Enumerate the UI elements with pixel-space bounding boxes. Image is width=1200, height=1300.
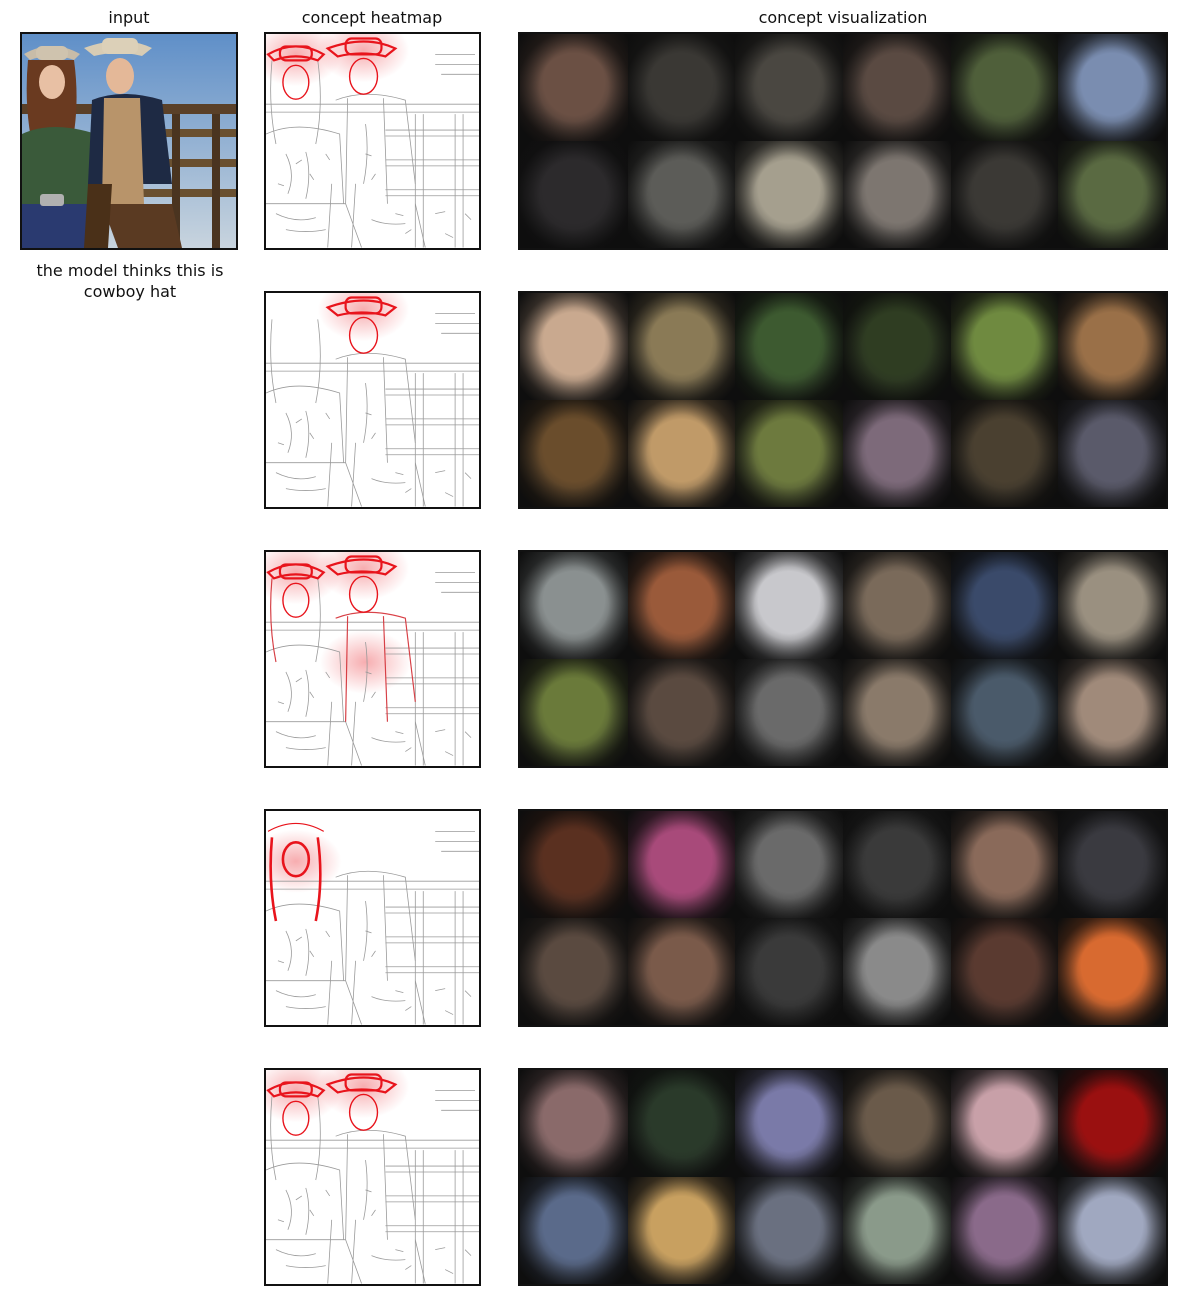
concept-heatmap-4	[264, 809, 481, 1027]
concept-visualization-2	[518, 291, 1168, 509]
concept-patch	[842, 34, 951, 141]
concept-patch	[735, 918, 843, 1025]
concept-patch	[842, 552, 951, 659]
concept-patch	[950, 1070, 1059, 1177]
header-heatmap: concept heatmap	[301, 8, 443, 27]
header-input: input	[108, 8, 150, 27]
concept-patch	[520, 659, 628, 766]
concept-patch	[842, 1177, 951, 1284]
concept-patch	[627, 1177, 736, 1284]
concept-patch	[950, 918, 1059, 1025]
concept-heatmap-1	[264, 32, 481, 250]
concept-patch	[520, 918, 628, 1025]
input-photo-illustration	[22, 34, 236, 248]
concept-patch	[627, 34, 736, 141]
concept-patch	[842, 659, 951, 766]
concept-patch	[1058, 1070, 1166, 1177]
concept-patch	[520, 1177, 628, 1284]
concept-patch	[1058, 552, 1166, 659]
concept-patch	[627, 811, 736, 918]
concept-patch	[950, 659, 1059, 766]
concept-patch	[950, 141, 1059, 248]
concept-patch	[735, 659, 843, 766]
concept-patch	[1058, 400, 1166, 507]
concept-visualization-5	[518, 1068, 1168, 1286]
concept-patch	[950, 811, 1059, 918]
concept-patch	[627, 293, 736, 400]
concept-patch	[520, 811, 628, 918]
concept-heatmap-3	[264, 550, 481, 768]
concept-patch	[842, 811, 951, 918]
concept-patch	[1058, 293, 1166, 400]
concept-patch	[627, 552, 736, 659]
concept-patch	[950, 1177, 1059, 1284]
concept-patch	[1058, 811, 1166, 918]
concept-patch	[1058, 918, 1166, 1025]
concept-patch	[1058, 1177, 1166, 1284]
concept-visualization-3	[518, 550, 1168, 768]
concept-patch	[842, 141, 951, 248]
concept-heatmap-2	[264, 291, 481, 509]
concept-patch	[950, 400, 1059, 507]
concept-patch	[842, 1070, 951, 1177]
concept-patch	[735, 552, 843, 659]
concept-patch	[842, 293, 951, 400]
concept-patch	[735, 811, 843, 918]
concept-visualization-4	[518, 809, 1168, 1027]
concept-patch	[735, 400, 843, 507]
input-image	[20, 32, 238, 250]
concept-patch	[520, 34, 628, 141]
concept-patch	[735, 1177, 843, 1284]
concept-patch	[950, 34, 1059, 141]
header-visualization: concept visualization	[758, 8, 928, 27]
concept-visualization-1	[518, 32, 1168, 250]
concept-patch	[627, 141, 736, 248]
concept-heatmap-5	[264, 1068, 481, 1286]
concept-patch	[520, 400, 628, 507]
concept-patch	[950, 293, 1059, 400]
concept-patch	[1058, 34, 1166, 141]
concept-patch	[627, 1070, 736, 1177]
prediction-caption: the model thinks this is cowboy hat	[36, 261, 224, 301]
concept-patch	[842, 918, 951, 1025]
concept-patch	[520, 1070, 628, 1177]
concept-patch	[627, 918, 736, 1025]
concept-patch	[842, 400, 951, 507]
concept-patch	[520, 293, 628, 400]
concept-patch	[1058, 659, 1166, 766]
concept-patch	[520, 552, 628, 659]
concept-patch	[627, 659, 736, 766]
concept-patch	[1058, 141, 1166, 248]
concept-patch	[735, 34, 843, 141]
concept-patch	[735, 293, 843, 400]
concept-patch	[950, 552, 1059, 659]
concept-patch	[627, 400, 736, 507]
concept-patch	[735, 141, 843, 248]
concept-patch	[735, 1070, 843, 1177]
concept-patch	[520, 141, 628, 248]
